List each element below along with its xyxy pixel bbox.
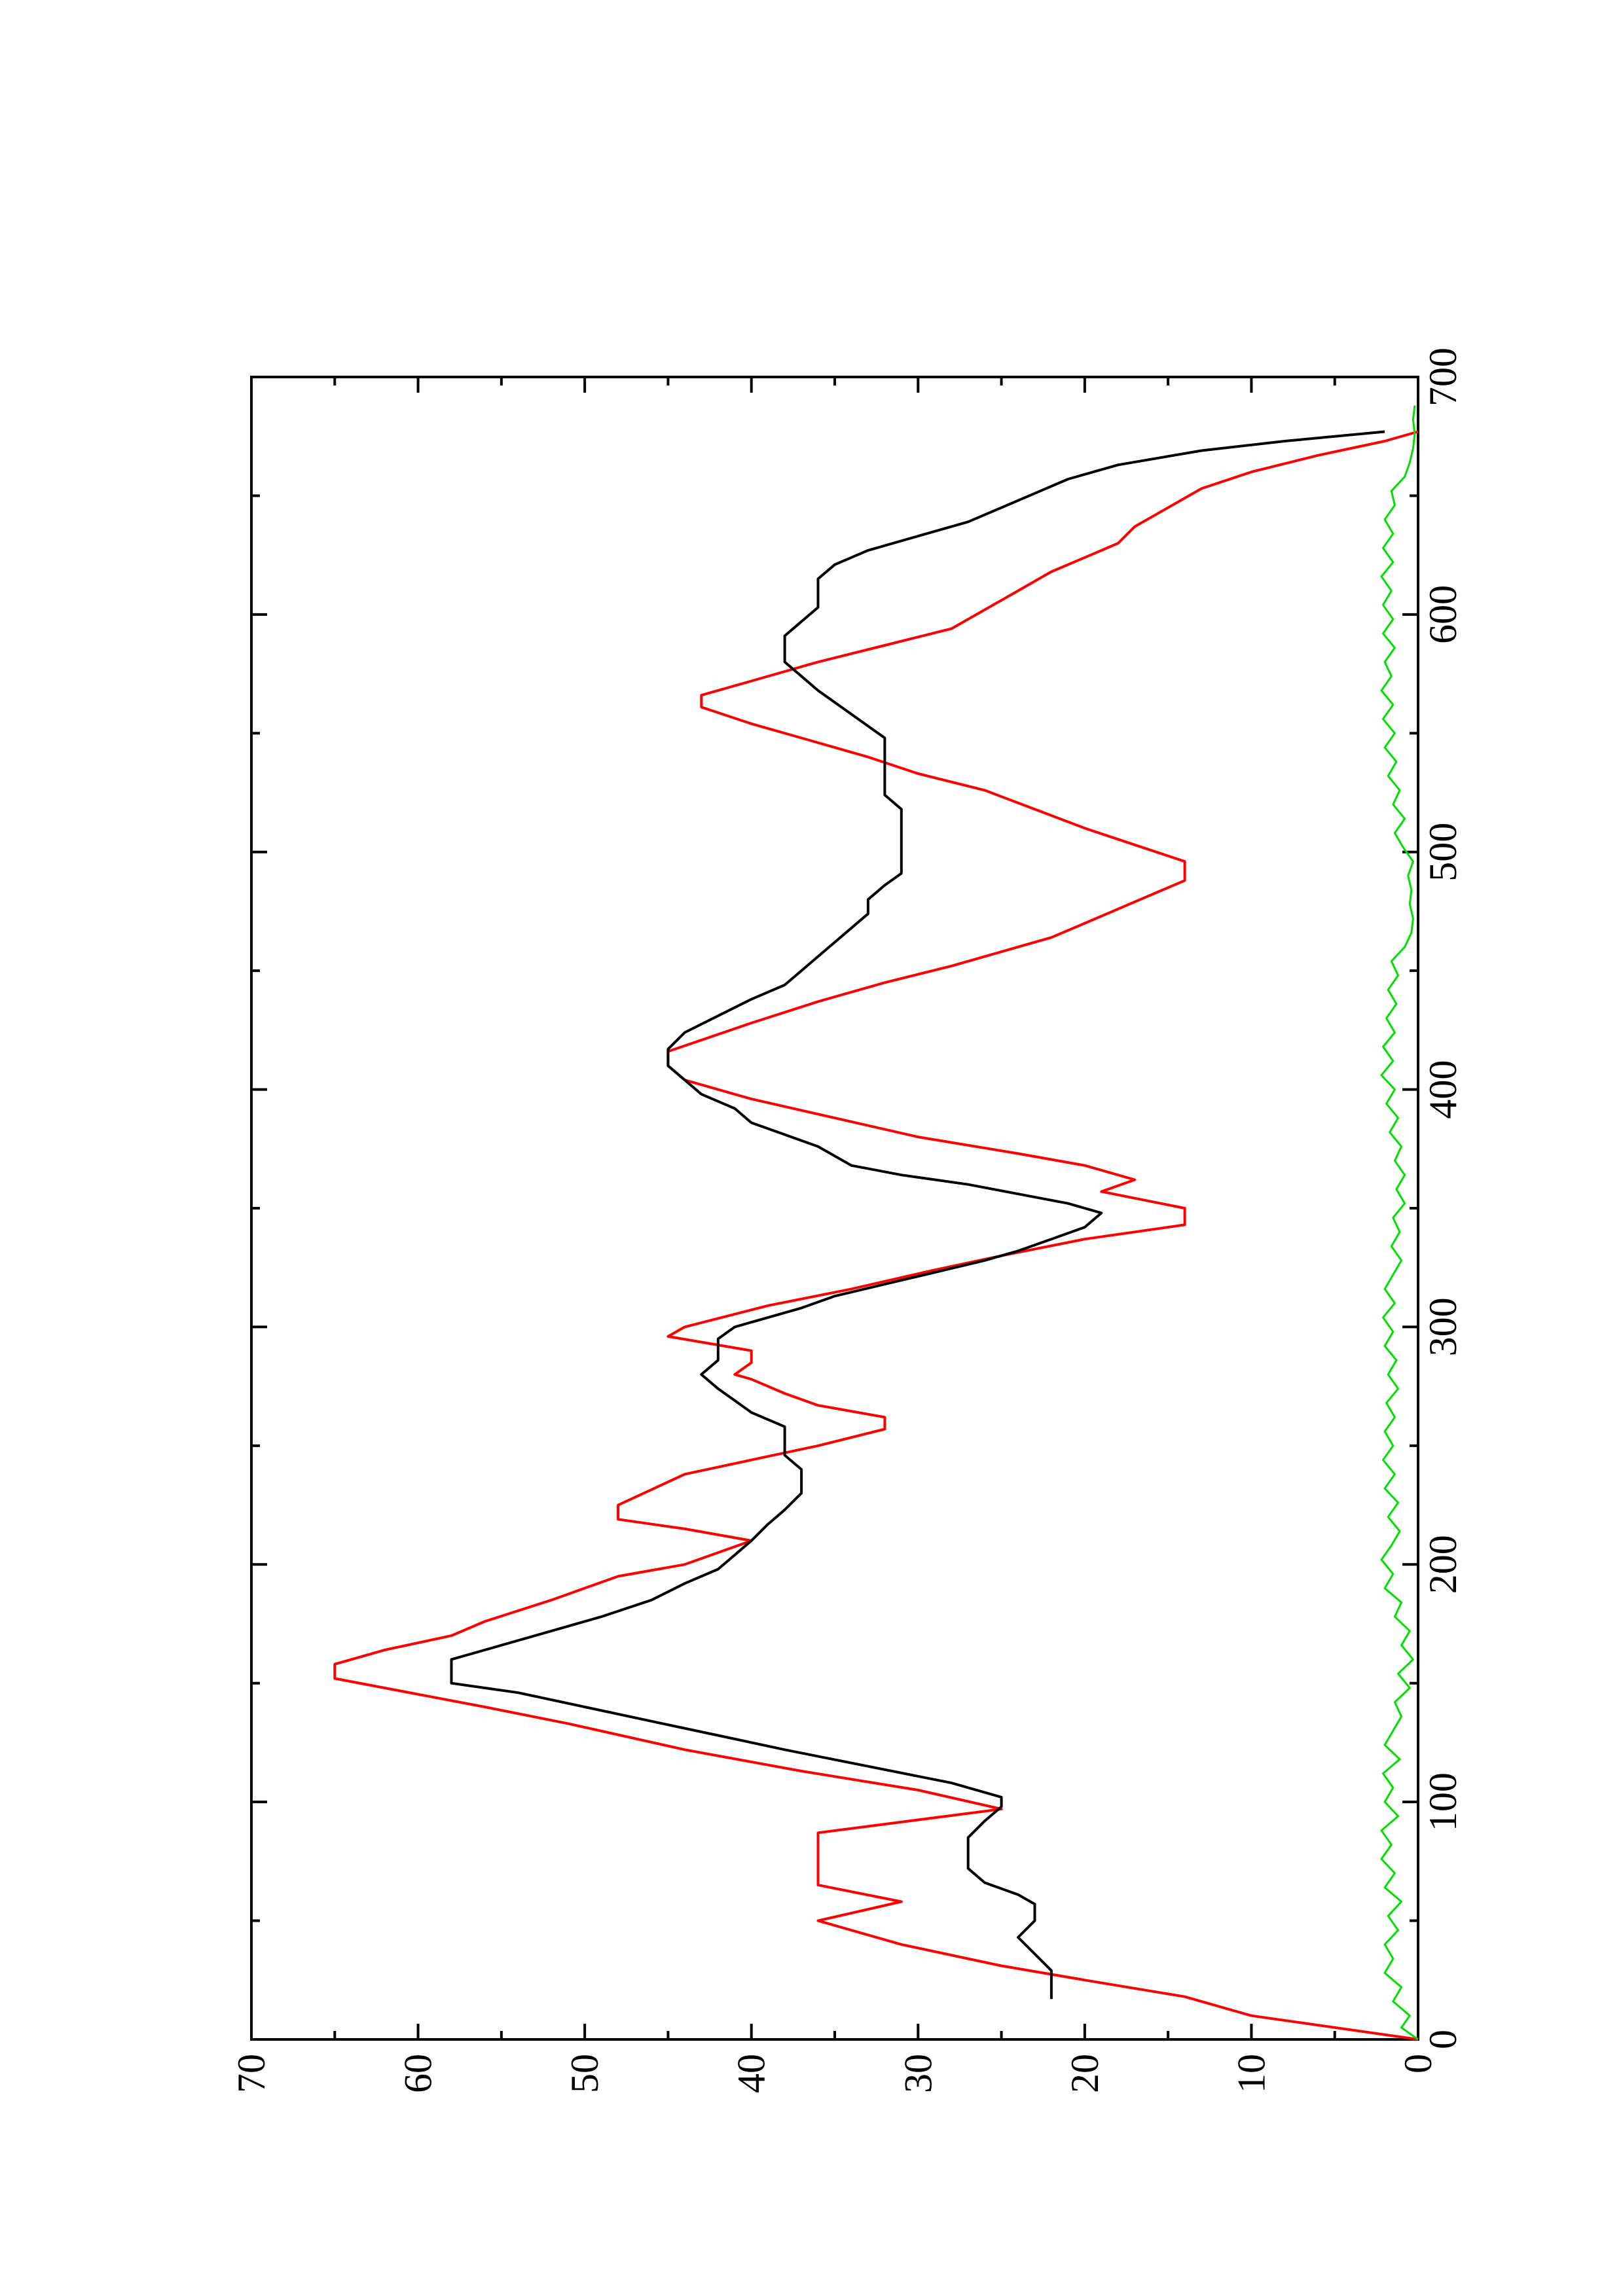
- x-tick-label: 0: [1421, 2030, 1465, 2049]
- y-tick-label: 60: [397, 2054, 440, 2093]
- x-tick-label: 200: [1421, 1535, 1465, 1594]
- series-line-3: [1380, 405, 1419, 2041]
- x-tick-label: 700: [1421, 348, 1465, 406]
- y-tick-label: 10: [1230, 2054, 1273, 2093]
- plot-frame: [250, 376, 1419, 2041]
- series-line-1: [333, 430, 1419, 2041]
- series-line-2: [450, 430, 1385, 2000]
- y-tick-label: 70: [230, 2054, 273, 2093]
- x-tick-label: 300: [1421, 1297, 1465, 1356]
- y-tick-label: 20: [1063, 2054, 1106, 2093]
- y-tick-label: 50: [563, 2054, 606, 2093]
- x-tick-label: 400: [1421, 1060, 1465, 1119]
- y-tick-label: 0: [1396, 2054, 1440, 2073]
- y-tick-label: 40: [730, 2054, 773, 2093]
- y-axis: 0 10 20 30 40 50 60 70: [230, 377, 1440, 2093]
- x-tick-label: 600: [1421, 585, 1465, 644]
- y-tick-label: 30: [896, 2054, 939, 2093]
- x-tick-label: 100: [1421, 1772, 1465, 1831]
- x-axis: 0 100 200 300 400 500 600 700: [251, 348, 1465, 2049]
- x-tick-label: 500: [1421, 823, 1465, 882]
- series-layer: [333, 405, 1419, 2041]
